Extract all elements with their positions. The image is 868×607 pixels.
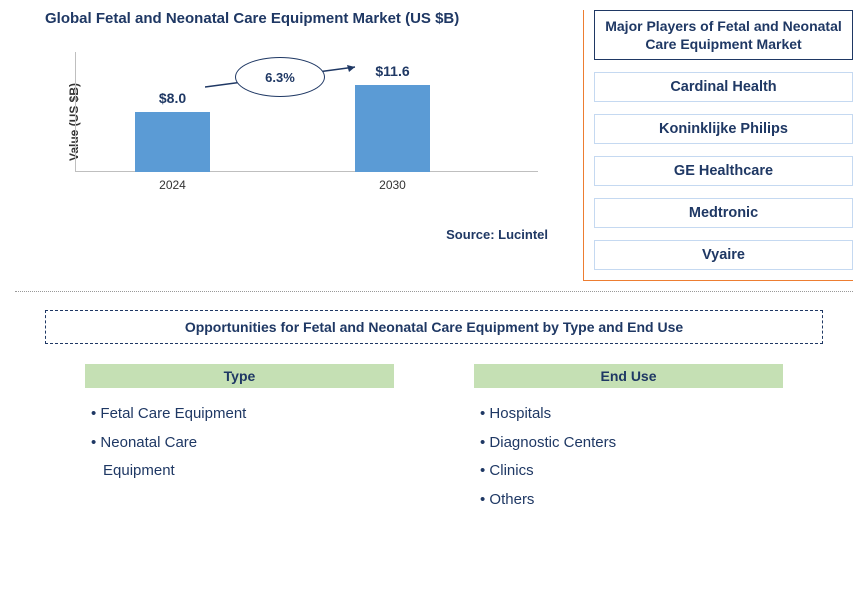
column-header: End Use xyxy=(474,364,783,388)
source-label: Source: Lucintel xyxy=(15,227,548,242)
list-item: Neonatal Care xyxy=(91,429,394,458)
players-panel: Major Players of Fetal and Neonatal Care… xyxy=(583,10,853,281)
list-item: Others xyxy=(480,486,783,515)
chart-area: Global Fetal and Neonatal Care Equipment… xyxy=(15,10,568,281)
list-item: Hospitals xyxy=(480,400,783,429)
list-item: Fetal Care Equipment xyxy=(91,400,394,429)
players-header: Major Players of Fetal and Neonatal Care… xyxy=(594,10,853,60)
player-item: Cardinal Health xyxy=(594,72,853,102)
list-item: Diagnostic Centers xyxy=(480,429,783,458)
bar-value-label: $8.0 xyxy=(135,90,210,106)
cagr-label: 6.3% xyxy=(235,57,325,97)
player-item: Koninklijke Philips xyxy=(594,114,853,144)
x-tick: 2024 xyxy=(135,178,210,192)
opportunity-column: End Use HospitalsDiagnostic CentersClinic… xyxy=(474,364,783,514)
list-item-continuation: Equipment xyxy=(91,457,394,486)
column-header: Type xyxy=(85,364,394,388)
player-item: Vyaire xyxy=(594,240,853,270)
bar-chart: Value (US $B) 6.3% $8.02024$11.62030 xyxy=(75,52,538,192)
opportunities-header: Opportunities for Fetal and Neonatal Car… xyxy=(45,310,823,344)
x-tick: 2030 xyxy=(355,178,430,192)
opportunity-column: Type Fetal Care EquipmentNeonatal CareEqu… xyxy=(85,364,394,514)
player-item: GE Healthcare xyxy=(594,156,853,186)
bar-value-label: $11.6 xyxy=(355,63,430,79)
opportunity-columns: Type Fetal Care EquipmentNeonatal CareEqu… xyxy=(45,364,823,514)
list-item: Clinics xyxy=(480,457,783,486)
cagr-value: 6.3% xyxy=(265,70,295,85)
y-axis xyxy=(75,52,76,172)
column-list: Fetal Care EquipmentNeonatal CareEquipme… xyxy=(85,400,394,486)
opportunities-section: Opportunities for Fetal and Neonatal Car… xyxy=(15,310,853,514)
top-section: Global Fetal and Neonatal Care Equipment… xyxy=(15,10,853,292)
player-item: Medtronic xyxy=(594,198,853,228)
chart-title: Global Fetal and Neonatal Care Equipment… xyxy=(45,10,568,27)
column-list: HospitalsDiagnostic CentersClinicsOthers xyxy=(474,400,783,514)
bar-2024: $8.0 xyxy=(135,112,210,172)
bar-2030: $11.6 xyxy=(355,85,430,172)
